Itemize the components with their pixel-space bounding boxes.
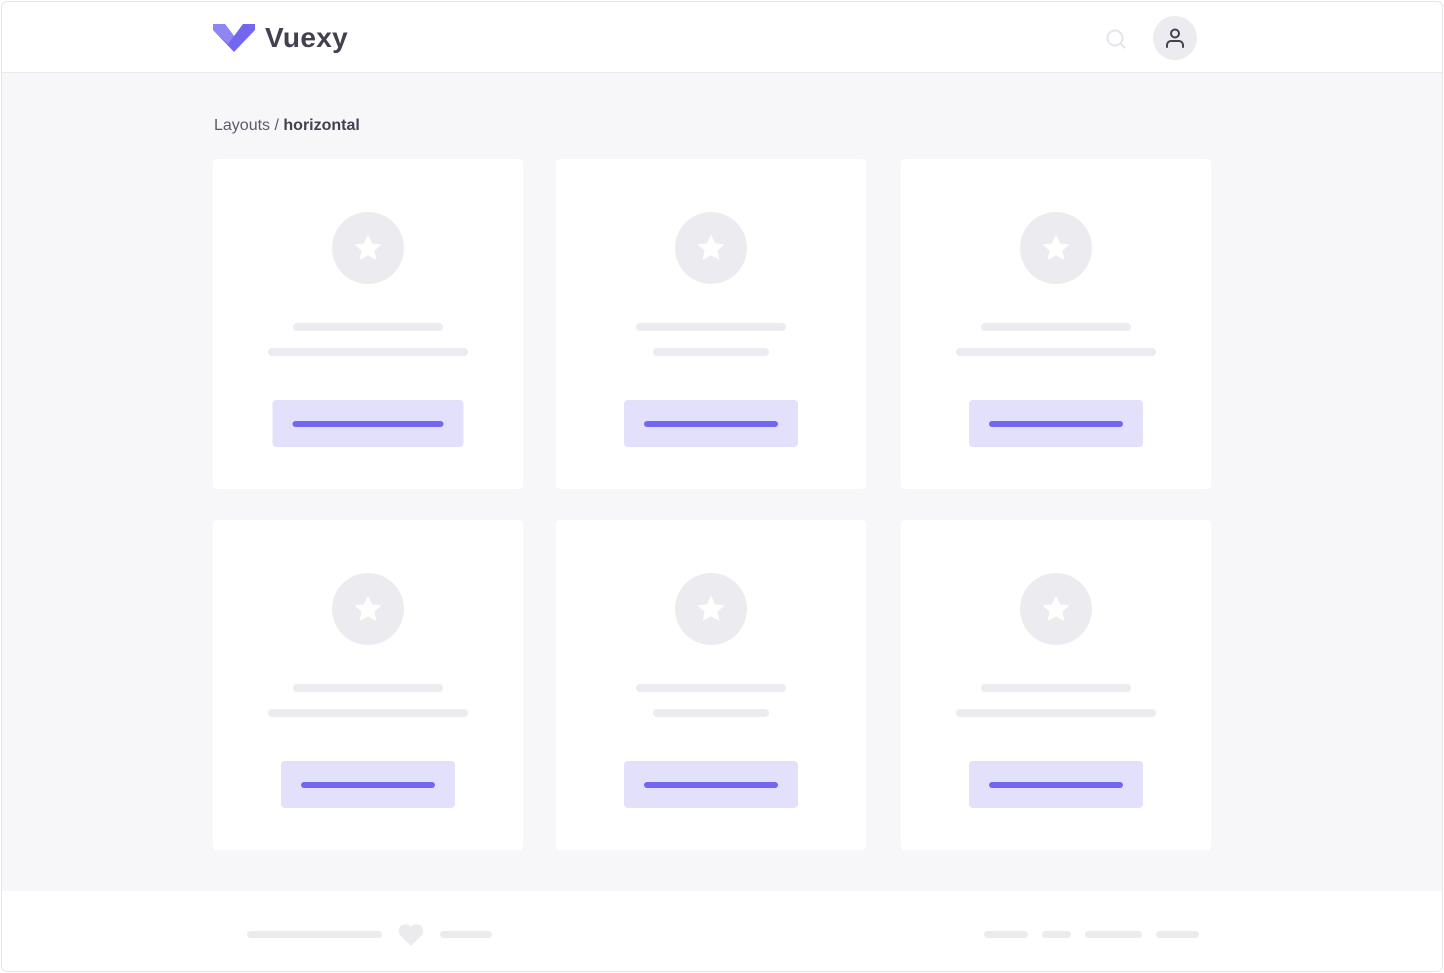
footer-link-placeholder[interactable] [1085, 931, 1142, 938]
card-button[interactable] [969, 761, 1143, 808]
star-icon [697, 234, 725, 261]
footer [2, 891, 1442, 971]
placeholder-card [556, 159, 866, 489]
card-title-placeholder [636, 323, 786, 331]
search-icon[interactable] [1105, 28, 1127, 50]
star-icon [697, 595, 725, 622]
placeholder-card [213, 159, 523, 489]
card-text-placeholder [653, 348, 769, 356]
card-text-placeholder [956, 709, 1156, 717]
top-navbar: Vuexy [2, 2, 1442, 73]
footer-link-placeholder[interactable] [1156, 931, 1199, 938]
heart-icon [398, 924, 424, 946]
card-title-placeholder [636, 684, 786, 692]
avatar[interactable] [1153, 16, 1197, 60]
card-title-placeholder [293, 684, 443, 692]
card-icon-circle [675, 212, 747, 284]
brand-name: Vuexy [265, 22, 348, 53]
card-icon-circle [1020, 212, 1092, 284]
star-icon [1042, 595, 1070, 622]
card-title-placeholder [981, 684, 1131, 692]
card-text-placeholder [956, 348, 1156, 356]
breadcrumb: Layouts / horizontal [214, 117, 360, 135]
vuexy-logo-icon [213, 24, 255, 52]
card-icon-circle [332, 212, 404, 284]
user-icon [1166, 28, 1184, 48]
card-text-placeholder [653, 709, 769, 717]
card-title-placeholder [981, 323, 1131, 331]
card-icon-circle [332, 573, 404, 645]
card-text-placeholder [268, 348, 468, 356]
placeholder-card [901, 159, 1211, 489]
card-icon-circle [675, 573, 747, 645]
card-button[interactable] [272, 400, 464, 447]
breadcrumb-separator: / [270, 117, 284, 134]
card-title-placeholder [293, 323, 443, 331]
star-icon [354, 234, 382, 261]
card-button[interactable] [281, 761, 455, 808]
footer-link-placeholder[interactable] [984, 931, 1028, 938]
card-button[interactable] [969, 400, 1143, 447]
placeholder-card [556, 520, 866, 850]
footer-link-placeholder[interactable] [1042, 931, 1071, 938]
breadcrumb-current: horizontal [283, 117, 360, 134]
star-icon [354, 595, 382, 622]
card-icon-circle [1020, 573, 1092, 645]
breadcrumb-parent[interactable]: Layouts [214, 117, 271, 134]
footer-text-placeholder [247, 931, 382, 938]
footer-link-placeholder[interactable] [440, 931, 492, 938]
card-button[interactable] [624, 761, 798, 808]
placeholder-card [213, 520, 523, 850]
card-button[interactable] [624, 400, 798, 447]
card-text-placeholder [268, 709, 468, 717]
star-icon [1042, 234, 1070, 261]
placeholder-card [901, 520, 1211, 850]
